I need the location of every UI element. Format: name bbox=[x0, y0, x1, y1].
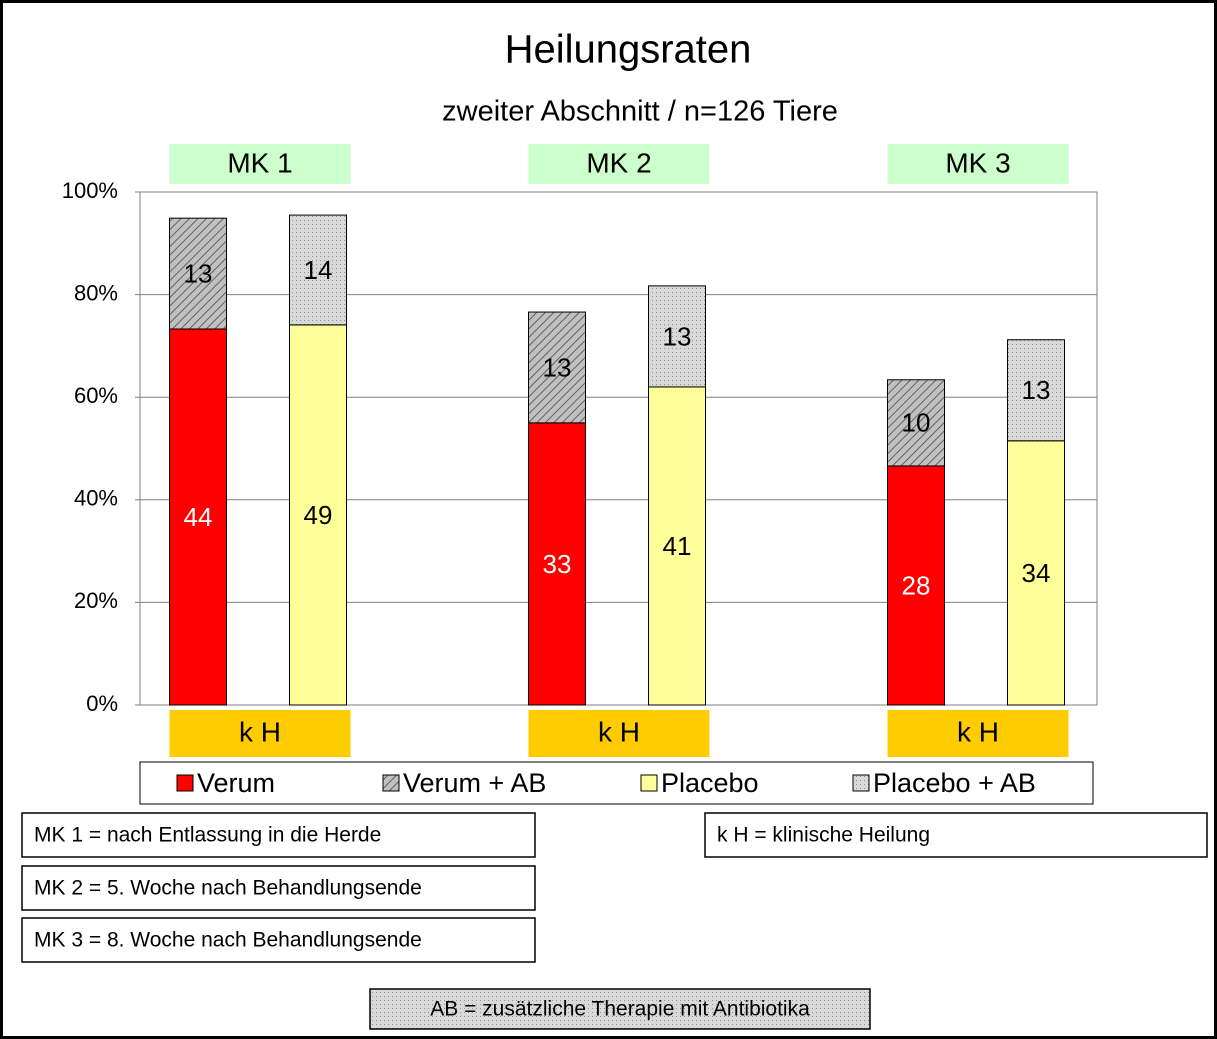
data-label: 13 bbox=[663, 321, 692, 351]
legend-swatch bbox=[852, 774, 870, 792]
bar-segment bbox=[648, 386, 706, 706]
group-header-box bbox=[528, 144, 710, 184]
group-footer: k H bbox=[957, 716, 999, 747]
bar-segment bbox=[289, 324, 347, 706]
group-header-box bbox=[887, 144, 1069, 184]
annotation-box bbox=[21, 865, 536, 911]
group-footer: k H bbox=[598, 716, 640, 747]
annotation: k H = klinische Heilung bbox=[717, 824, 930, 847]
footnote-box bbox=[369, 988, 871, 1030]
bar-segment bbox=[289, 214, 347, 326]
data-label: 33 bbox=[543, 549, 572, 579]
data-label: 49 bbox=[304, 500, 333, 530]
legend bbox=[139, 761, 1094, 805]
group-label: MK 3 bbox=[945, 147, 1010, 178]
legend-label: Verum + AB bbox=[403, 768, 546, 798]
legend-swatch bbox=[382, 774, 400, 792]
annotation: MK 1 = nach Entlassung in die Herde bbox=[34, 824, 381, 847]
chart-subtitle: zweiter Abschnitt / n=126 Tiere bbox=[442, 96, 838, 128]
annotation-box bbox=[704, 812, 1208, 858]
group-footer: k H bbox=[239, 716, 281, 747]
group-label: MK 1 bbox=[227, 147, 292, 178]
annotation-box bbox=[21, 812, 536, 858]
footnote: AB = zusätzliche Therapie mit Antibiotik… bbox=[430, 998, 810, 1021]
y-tick-label: 40% bbox=[74, 486, 118, 511]
plot-area bbox=[139, 191, 1098, 706]
y-tick-label: 0% bbox=[86, 691, 118, 716]
bar-segment bbox=[1007, 339, 1065, 442]
legend-swatch bbox=[640, 774, 658, 792]
bar-segment bbox=[169, 217, 227, 330]
bar-segment bbox=[887, 465, 945, 706]
chart-title: Heilungsraten bbox=[505, 28, 752, 72]
group-label: MK 2 bbox=[586, 147, 651, 178]
group-footer-box bbox=[169, 710, 351, 757]
data-label: 34 bbox=[1022, 558, 1051, 588]
legend-label: Placebo + AB bbox=[873, 768, 1036, 798]
legend-label: Placebo bbox=[661, 768, 759, 798]
y-tick-label: 80% bbox=[74, 280, 118, 305]
group-footer-box bbox=[887, 710, 1069, 757]
annotation: MK 2 = 5. Woche nach Behandlungsende bbox=[34, 877, 422, 900]
legend-label: Verum bbox=[197, 768, 275, 798]
data-label: 44 bbox=[184, 502, 213, 532]
data-label: 14 bbox=[304, 255, 333, 285]
data-label: 28 bbox=[902, 570, 931, 600]
data-label: 41 bbox=[663, 531, 692, 561]
legend-swatch bbox=[176, 774, 194, 792]
bar-segment bbox=[528, 311, 586, 424]
data-label: 13 bbox=[1022, 375, 1051, 405]
bar-segment bbox=[1007, 440, 1065, 706]
group-footer-box bbox=[528, 710, 710, 757]
y-tick-label: 20% bbox=[74, 588, 118, 613]
y-tick-label: 100% bbox=[62, 178, 118, 203]
bar-segment bbox=[887, 379, 945, 467]
bar-segment bbox=[528, 422, 586, 706]
data-label: 13 bbox=[543, 352, 572, 382]
annotation: MK 3 = 8. Woche nach Behandlungsende bbox=[34, 929, 422, 952]
group-header-box bbox=[169, 144, 351, 184]
data-label: 13 bbox=[184, 258, 213, 288]
annotation-box bbox=[21, 917, 536, 963]
bar-segment bbox=[648, 285, 706, 388]
data-label: 10 bbox=[902, 408, 931, 438]
y-tick-label: 60% bbox=[74, 383, 118, 408]
